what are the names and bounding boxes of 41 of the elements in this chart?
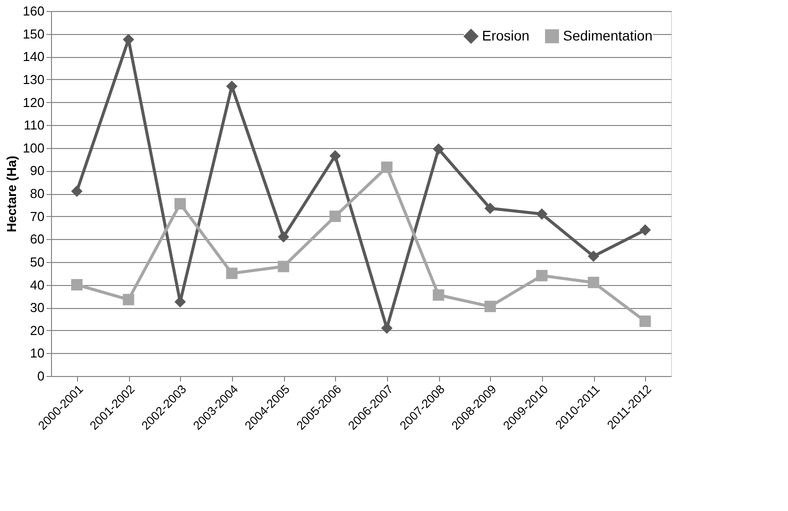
- point: [329, 150, 341, 162]
- y-tick-label: 130: [22, 72, 44, 87]
- point: [71, 279, 83, 290]
- y-tick-label: 50: [30, 254, 44, 270]
- y-tick-label: 40: [30, 277, 44, 292]
- point: [588, 250, 600, 262]
- y-tick-label: 70: [30, 208, 44, 224]
- y-tick-label: 80: [30, 186, 44, 201]
- legend-label: Sedimentation: [563, 27, 653, 44]
- y-tick-label: 20: [30, 322, 44, 338]
- point: [484, 300, 496, 312]
- y-tick-label: 30: [30, 300, 44, 316]
- y-tick-label: 120: [22, 94, 44, 110]
- y-tick-label: 110: [24, 118, 44, 133]
- y-axis-title: Hectare (Ha): [4, 156, 19, 232]
- point: [432, 143, 444, 155]
- y-tick-label: 60: [30, 232, 44, 247]
- legend-label: Erosion: [482, 27, 530, 44]
- point: [484, 202, 496, 214]
- point: [536, 208, 548, 220]
- point: [278, 260, 290, 272]
- point: [329, 210, 341, 222]
- y-tick-label: 10: [30, 346, 44, 361]
- point: [122, 294, 134, 306]
- y-tick-label: 100: [22, 140, 44, 156]
- point: [639, 316, 651, 327]
- point: [588, 276, 600, 288]
- point: [71, 186, 83, 197]
- point: [639, 224, 651, 236]
- point: [536, 270, 548, 282]
- y-tick-label: 150: [22, 26, 44, 42]
- point: [381, 162, 393, 173]
- y-tick-label: 0: [37, 368, 44, 384]
- point: [226, 268, 238, 280]
- y-tick-label: 160: [22, 4, 44, 18]
- point: [432, 289, 444, 301]
- point: [278, 231, 290, 243]
- point: [174, 198, 186, 210]
- y-tick-label: 140: [22, 49, 44, 64]
- point: [381, 322, 393, 334]
- y-tick-label: 90: [30, 163, 44, 178]
